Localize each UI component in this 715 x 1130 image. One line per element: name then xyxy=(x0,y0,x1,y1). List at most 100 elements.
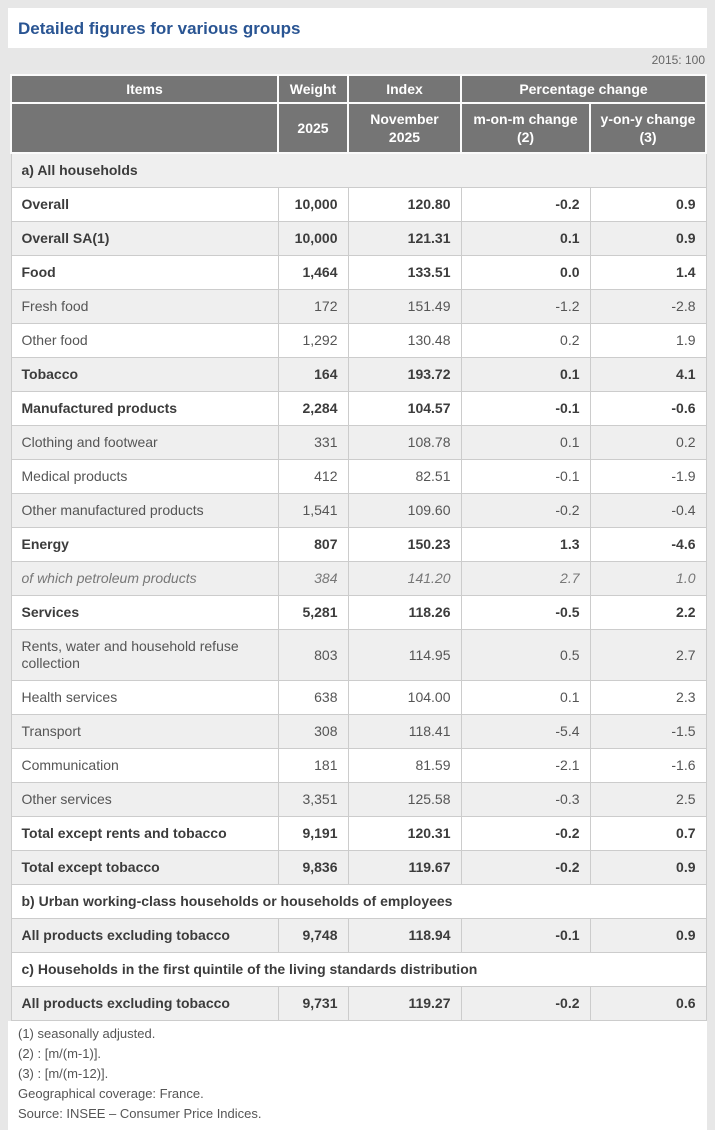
yoy-value: 1.0 xyxy=(589,561,707,596)
mom-value: -0.2 xyxy=(460,986,591,1021)
header-percentage-change: Percentage change xyxy=(459,74,708,104)
weight-value: 1,464 xyxy=(277,255,349,290)
index-value: 81.59 xyxy=(347,748,462,783)
header-mom-change-line2: (2) xyxy=(516,129,535,145)
header-mom-change: m-on-m change (2) xyxy=(460,102,591,154)
weight-value: 5,281 xyxy=(277,595,349,630)
mom-value: 2.7 xyxy=(460,561,591,596)
yoy-value: 1.9 xyxy=(589,323,707,358)
weight-value: 172 xyxy=(277,289,349,324)
table-row: Communication 181 81.59 -2.1 -1.6 xyxy=(10,748,707,783)
table-row: Total except tobacco 9,836 119.67 -0.2 0.9 xyxy=(10,850,707,885)
item-label: Rents, water and household refuse collec… xyxy=(10,629,279,681)
item-label: Other services xyxy=(10,782,279,817)
header-items-empty xyxy=(10,102,279,154)
header-yoy-change: y-on-y change (3) xyxy=(588,102,708,154)
table-row: Overall 10,000 120.80 -0.2 0.9 xyxy=(10,187,707,222)
mom-value: 1.3 xyxy=(460,527,591,562)
item-label: Communication xyxy=(10,748,279,783)
table-row: Tobacco 164 193.72 0.1 4.1 xyxy=(10,357,707,392)
weight-value: 807 xyxy=(277,527,349,562)
mom-value: 0.1 xyxy=(460,221,591,256)
item-label: Transport xyxy=(10,714,279,749)
table-row: Other manufactured products 1,541 109.60 -0… xyxy=(10,493,707,528)
table-row: Rents, water and household refuse collec… xyxy=(10,629,707,681)
header-items: Items xyxy=(10,74,279,104)
yoy-value: 0.9 xyxy=(589,918,707,953)
item-label: All products excluding tobacco xyxy=(10,986,279,1021)
footnote-line: Geographical coverage: France. xyxy=(18,1086,204,1101)
item-label: Other food xyxy=(10,323,279,358)
weight-value: 181 xyxy=(277,748,349,783)
table-row: Clothing and footwear 331 108.78 0.1 0.2 xyxy=(10,425,707,460)
mom-value: -1.2 xyxy=(460,289,591,324)
header-weight-year: 2025 xyxy=(277,102,349,154)
header-mom-change-line1: m-on-m change xyxy=(473,111,578,127)
yoy-value: 0.6 xyxy=(589,986,707,1021)
yoy-value: 1.4 xyxy=(589,255,707,290)
yoy-value: -1.6 xyxy=(589,748,707,783)
yoy-value: 0.7 xyxy=(589,816,707,851)
mom-value: 0.2 xyxy=(460,323,591,358)
table-body: a) All households Overall 10,000 120.80 -0.2… xyxy=(10,152,707,1021)
yoy-value: -1.5 xyxy=(589,714,707,749)
item-label: Food xyxy=(10,255,279,290)
item-label: Overall xyxy=(10,187,279,222)
item-label: Total except rents and tobacco xyxy=(10,816,279,851)
mom-value: 0.0 xyxy=(460,255,591,290)
table-row: Services 5,281 118.26 -0.5 2.2 xyxy=(10,595,707,630)
yoy-value: 2.7 xyxy=(589,629,707,681)
yoy-value: 0.9 xyxy=(589,221,707,256)
yoy-value: 2.5 xyxy=(589,782,707,817)
table-row: Fresh food 172 151.49 -1.2 -2.8 xyxy=(10,289,707,324)
mom-value: 0.1 xyxy=(460,425,591,460)
weight-value: 2,284 xyxy=(277,391,349,426)
mom-value: -0.2 xyxy=(460,816,591,851)
price-index-table: Items Weight Index Percentage change 202… xyxy=(10,74,708,1021)
index-value: 133.51 xyxy=(347,255,462,290)
section-row: b) Urban working-class households or hou… xyxy=(10,884,707,919)
index-value: 141.20 xyxy=(347,561,462,596)
index-value: 119.67 xyxy=(347,850,462,885)
item-label: Fresh food xyxy=(10,289,279,324)
index-value: 104.00 xyxy=(347,680,462,715)
mom-value: -0.2 xyxy=(460,493,591,528)
yoy-value: 4.1 xyxy=(589,357,707,392)
index-value: 108.78 xyxy=(347,425,462,460)
table-row: of which petroleum products 384 141.20 2.7 1… xyxy=(10,561,707,596)
header-row-1: Items Weight Index Percentage change xyxy=(10,74,708,104)
mom-value: -0.5 xyxy=(460,595,591,630)
table-row: All products excluding tobacco 9,748 118.9… xyxy=(10,918,707,953)
index-value: 120.31 xyxy=(347,816,462,851)
item-label: Clothing and footwear xyxy=(10,425,279,460)
weight-value: 9,191 xyxy=(277,816,349,851)
yoy-value: -0.4 xyxy=(589,493,707,528)
page-title: Detailed figures for various groups xyxy=(18,19,301,38)
mom-value: 0.1 xyxy=(460,357,591,392)
table-row: Medical products 412 82.51 -0.1 -1.9 xyxy=(10,459,707,494)
item-label: Other manufactured products xyxy=(10,493,279,528)
table-row: Transport 308 118.41 -5.4 -1.5 xyxy=(10,714,707,749)
mom-value: -0.1 xyxy=(460,391,591,426)
weight-value: 10,000 xyxy=(277,187,349,222)
yoy-value: -0.6 xyxy=(589,391,707,426)
index-value: 118.94 xyxy=(347,918,462,953)
index-value: 121.31 xyxy=(347,221,462,256)
mom-value: -0.3 xyxy=(460,782,591,817)
footnotes: (1) seasonally adjusted. (2) : [m/(m-1)].… xyxy=(8,1021,707,1130)
weight-value: 9,731 xyxy=(277,986,349,1021)
header-index-period-line1: November xyxy=(370,111,439,127)
table-row: Other food 1,292 130.48 0.2 1.9 xyxy=(10,323,707,358)
item-label: Health services xyxy=(10,680,279,715)
table-row: Overall SA(1) 10,000 121.31 0.1 0.9 xyxy=(10,221,707,256)
weight-value: 384 xyxy=(277,561,349,596)
table-header: Items Weight Index Percentage change 202… xyxy=(10,74,708,154)
yoy-value: 0.2 xyxy=(589,425,707,460)
item-label: Overall SA(1) xyxy=(10,221,279,256)
item-label: Medical products xyxy=(10,459,279,494)
section-label: a) All households xyxy=(10,152,707,188)
section-label: b) Urban working-class households or hou… xyxy=(10,884,707,919)
header-index-period: November 2025 xyxy=(347,102,462,154)
item-label: of which petroleum products xyxy=(10,561,279,596)
